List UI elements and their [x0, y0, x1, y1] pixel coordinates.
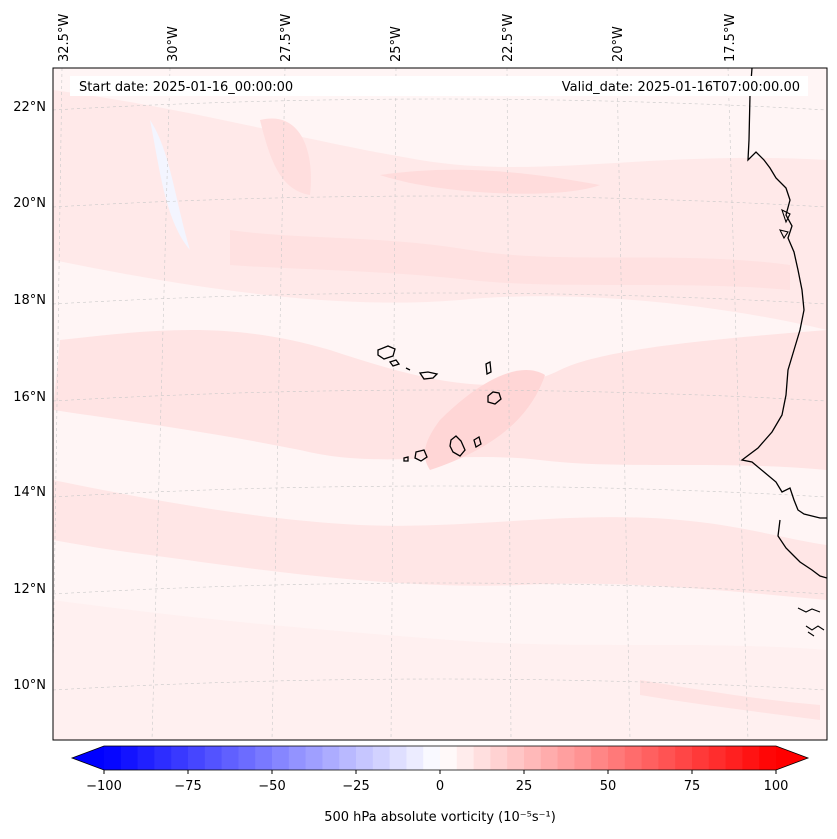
colorbar-cell: [104, 746, 122, 770]
lat-label-16n: 16°N: [13, 390, 46, 405]
colorbar-cell: [557, 746, 575, 770]
colorbar-cell: [154, 746, 172, 770]
colorbar-cell: [423, 746, 441, 770]
colorbar-cell: [658, 746, 676, 770]
start-date-label: Start date: 2025-01-16_00:00:00: [79, 80, 293, 95]
latitude-labels: 22°N 20°N 18°N 16°N 14°N 12°N 10°N: [13, 100, 46, 693]
lon-label-20w: 20°W: [611, 26, 626, 62]
colorbar-cell: [456, 746, 475, 770]
colorbar-tick-label: −25: [342, 779, 369, 794]
colorbar-tick-label: 75: [684, 779, 701, 794]
graticule: [53, 68, 827, 740]
colorbar-cell: [120, 746, 139, 770]
colorbar-tick-label: −75: [174, 779, 201, 794]
lon-label-17-5w: 17.5°W: [723, 14, 738, 62]
colorbar-cells: [104, 746, 777, 770]
colorbar-cell: [524, 746, 542, 770]
lon-label-22-5w: 22.5°W: [501, 14, 516, 62]
lat-label-20n: 20°N: [13, 196, 46, 211]
map-frame: [52, 67, 828, 741]
colorbar-cell: [540, 746, 559, 770]
lon-label-32-5w: 32.5°W: [57, 14, 72, 62]
colorbar-cell: [759, 746, 777, 770]
colorbar-cell: [692, 746, 710, 770]
colorbar-cell: [339, 746, 357, 770]
colorbar-cell: [725, 746, 743, 770]
colorbar: −100 −75 −50 −25 0 25 50 75 100 500 hPa absolute…: [70, 745, 810, 825]
lat-label-14n: 14°N: [13, 485, 46, 500]
header-box: [70, 76, 808, 96]
colorbar-label: 500 hPa absolute vorticity (10⁻⁵s⁻¹): [324, 810, 556, 825]
colorbar-cell: [204, 746, 223, 770]
cabo-verde-islands: [377, 345, 502, 462]
colorbar-cell: [440, 746, 458, 770]
colorbar-cell: [406, 746, 424, 770]
lat-label-22n: 22°N: [13, 100, 46, 115]
colorbar-cell: [305, 746, 323, 770]
colorbar-cell: [574, 746, 592, 770]
colorbar-cell: [608, 746, 626, 770]
colorbar-ticks: −100 −75 −50 −25 0 25 50 75 100: [86, 770, 788, 794]
colorbar-cell: [322, 746, 340, 770]
africa-coastline-south: [777, 519, 827, 579]
lat-label-12n: 12°N: [13, 582, 46, 597]
lon-label-30w: 30°W: [166, 26, 181, 62]
colorbar-cell: [591, 746, 609, 770]
colorbar-tick-label: 0: [436, 779, 444, 794]
colorbar-cell: [272, 746, 290, 770]
africa-coastline: [740, 68, 827, 519]
colorbar-extend-high: [776, 746, 808, 770]
colorbar-cell: [255, 746, 273, 770]
colorbar-tick-label: −100: [86, 779, 122, 794]
colorbar-cell: [708, 746, 727, 770]
colorbar-cell: [624, 746, 643, 770]
colorbar-cell: [507, 746, 525, 770]
colorbar-tick-label: −50: [258, 779, 285, 794]
lon-label-25w: 25°W: [389, 26, 404, 62]
colorbar-cell: [675, 746, 693, 770]
longitude-labels: 32.5°W 30°W 27.5°W 25°W 22.5°W 20°W 17.5…: [57, 14, 738, 62]
colorbar-extend-low: [72, 746, 104, 770]
colorbar-tick-label: 100: [764, 779, 789, 794]
colorbar-cell: [641, 746, 659, 770]
coast-islands: [778, 208, 825, 637]
colorbar-cell: [473, 746, 491, 770]
colorbar-cell: [490, 746, 508, 770]
colorbar-cell: [188, 746, 206, 770]
vorticity-field: [53, 90, 827, 740]
colorbar-cell: [372, 746, 391, 770]
lat-label-10n: 10°N: [13, 678, 46, 693]
colorbar-cell: [221, 746, 239, 770]
lon-label-27-5w: 27.5°W: [279, 14, 294, 62]
lat-label-18n: 18°N: [13, 293, 46, 308]
colorbar-cell: [742, 746, 760, 770]
colorbar-cell: [137, 746, 155, 770]
colorbar-cell: [171, 746, 189, 770]
colorbar-cell: [238, 746, 256, 770]
colorbar-cell: [389, 746, 407, 770]
colorbar-tick-label: 25: [516, 779, 533, 794]
colorbar-cell: [356, 746, 374, 770]
colorbar-tick-label: 50: [600, 779, 617, 794]
colorbar-cell: [288, 746, 307, 770]
map-panel: Start date: 2025-01-16_00:00:00 Valid_da…: [53, 68, 827, 740]
valid-date-label: Valid_date: 2025-01-16T07:00:00.00: [562, 80, 800, 95]
